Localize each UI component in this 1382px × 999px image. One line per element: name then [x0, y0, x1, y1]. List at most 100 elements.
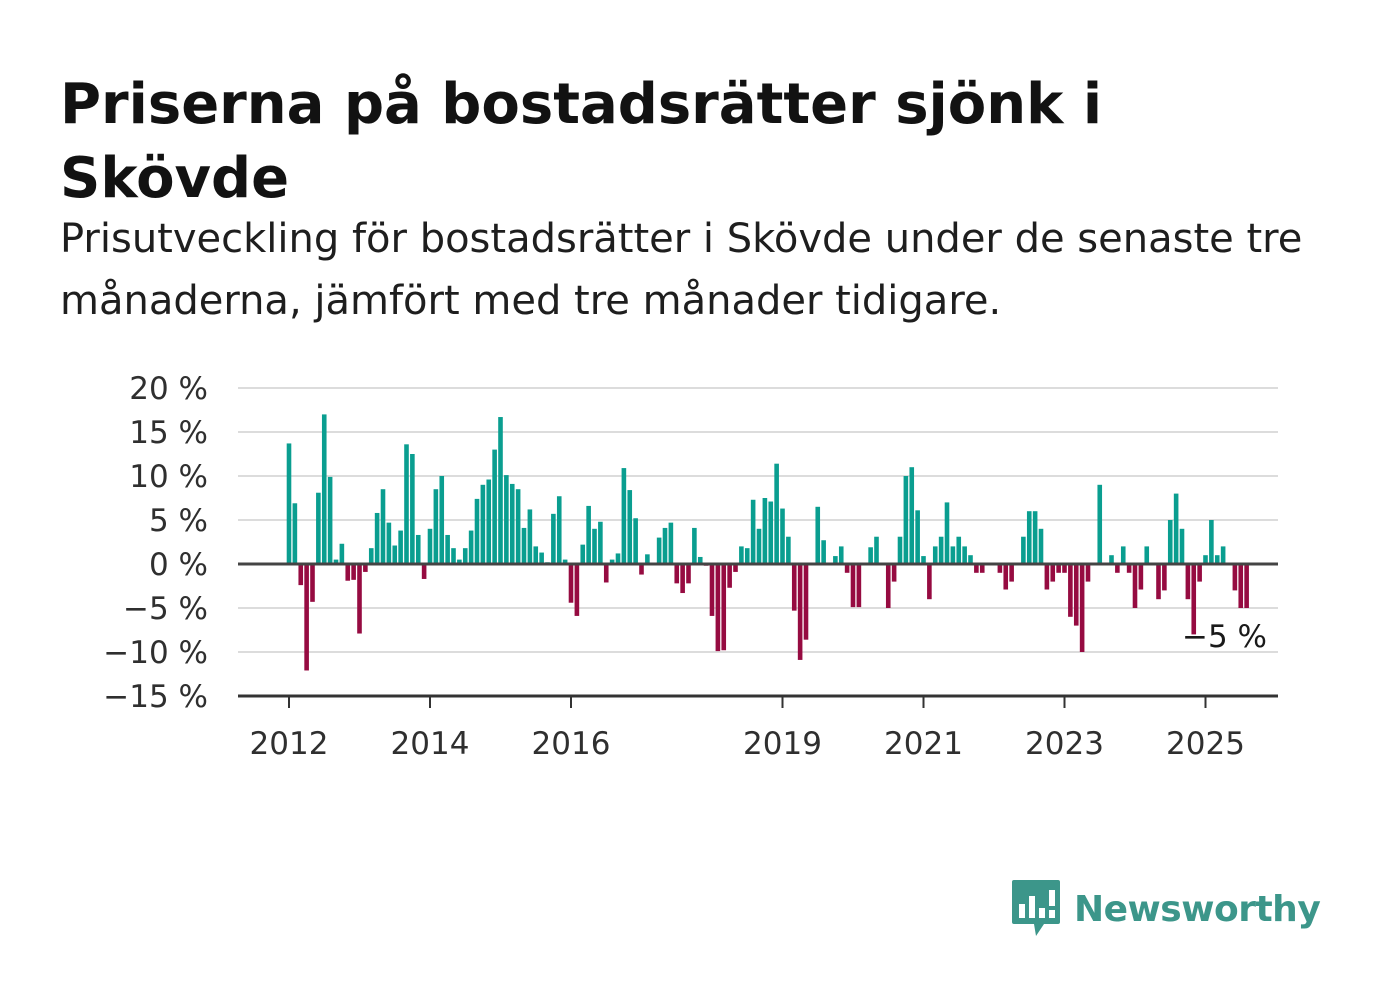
bar [1009, 564, 1014, 582]
bar [304, 564, 309, 671]
bar [415, 534, 421, 564]
x-tick-label: 2016 [532, 726, 611, 762]
bar [380, 489, 386, 564]
bar [674, 564, 680, 584]
bar [374, 512, 380, 564]
bar [439, 476, 445, 564]
bar [932, 546, 938, 564]
bar [1126, 564, 1132, 573]
bar [580, 544, 586, 564]
bar [433, 489, 439, 564]
bar [1115, 564, 1120, 573]
bar [1138, 564, 1144, 590]
bar [603, 564, 609, 583]
x-tick-label: 2014 [391, 726, 470, 762]
bar [838, 546, 844, 564]
bar [1085, 564, 1091, 582]
bar [639, 564, 644, 575]
bar [1191, 564, 1197, 635]
x-axis-ticks: 2012 2014 2016 2019 2021 2023 2025 [250, 696, 1245, 762]
bar [586, 505, 591, 564]
bar [1162, 564, 1167, 591]
bar [421, 564, 427, 579]
bar [392, 545, 398, 564]
bar [1156, 564, 1161, 600]
bar [968, 555, 973, 564]
bar [727, 564, 732, 588]
bar [774, 463, 779, 564]
bar [821, 540, 826, 564]
bar [1044, 564, 1050, 590]
bar [427, 528, 433, 564]
newsworthy-bar-chart-icon [1012, 880, 1060, 936]
bar [1167, 520, 1173, 564]
newsworthy-logo: Newsworthy [1010, 878, 1321, 940]
bar [521, 527, 527, 564]
bar [1144, 546, 1150, 564]
bar [797, 564, 803, 660]
y-tick-label: 20 % [129, 371, 208, 407]
bar [950, 546, 956, 564]
bar [874, 536, 879, 564]
bar [997, 564, 1003, 573]
bar [539, 552, 544, 564]
bar [398, 530, 403, 564]
bar [568, 564, 574, 603]
bar [1062, 564, 1067, 573]
bar [791, 564, 797, 611]
bar [551, 513, 556, 564]
bar [492, 449, 497, 564]
bar [833, 556, 838, 564]
bar [803, 564, 809, 640]
bar [856, 564, 862, 608]
bar [286, 443, 292, 564]
bar [645, 554, 650, 564]
bar [351, 564, 356, 580]
bar [327, 476, 333, 564]
bar [410, 454, 415, 564]
bar [474, 498, 480, 564]
bar [404, 444, 409, 564]
bar [468, 530, 474, 564]
bar [680, 564, 685, 594]
bar [321, 414, 327, 564]
bar [921, 556, 926, 564]
bar [962, 546, 967, 564]
bar [1209, 520, 1214, 564]
bar [938, 536, 944, 564]
bar [1056, 564, 1061, 573]
grid-lines [238, 387, 1278, 653]
bar [1132, 564, 1138, 608]
bar [1073, 564, 1079, 626]
bar [451, 548, 456, 564]
bar [1038, 528, 1044, 564]
bar [609, 559, 615, 564]
chart-title: Priserna på bostadsrätter sjönk i Skövde [60, 72, 1103, 211]
bar [721, 564, 727, 651]
bar [956, 536, 962, 564]
bar [504, 475, 509, 564]
bar [339, 543, 345, 564]
bar [692, 527, 697, 564]
y-tick-label: 15 % [129, 415, 208, 451]
bar [662, 527, 668, 564]
bar [1220, 546, 1226, 564]
bar [885, 564, 891, 608]
bar [480, 484, 486, 564]
bar [1173, 493, 1179, 564]
last-value-label: −5 % [1182, 619, 1267, 655]
bar [316, 492, 321, 564]
x-tick-label: 2025 [1166, 726, 1245, 762]
bar [944, 502, 950, 564]
bar [709, 564, 715, 616]
bar [1232, 564, 1238, 591]
bar [1050, 564, 1056, 582]
bar [1203, 555, 1208, 564]
bar [762, 498, 768, 564]
bar [868, 547, 873, 564]
bar [310, 564, 315, 602]
bar [509, 483, 515, 564]
bar [621, 468, 627, 564]
y-tick-label: 5 % [149, 503, 208, 539]
bar [533, 546, 539, 564]
